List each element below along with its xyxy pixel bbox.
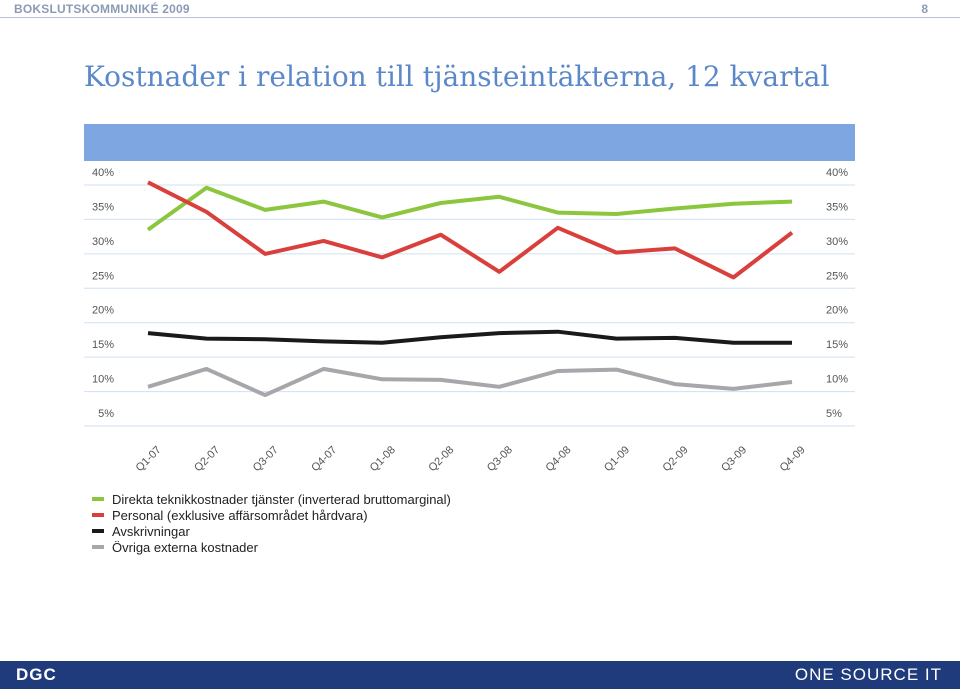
header-divider xyxy=(0,17,960,18)
one-source-it-logo: ONE SOURCE IT xyxy=(794,665,942,684)
y-tick-label-right: 30% xyxy=(826,236,848,248)
legend-swatch xyxy=(92,529,104,533)
x-tick-label: Q2-08 xyxy=(426,444,456,474)
y-tick-label-left: 20% xyxy=(92,305,114,317)
x-tick-label: Q1-09 xyxy=(602,444,632,474)
y-tick-label-left: 25% xyxy=(92,270,114,282)
legend-swatch xyxy=(92,497,104,501)
y-tick-label-right: 40% xyxy=(826,167,848,179)
legend-item: Övriga externa kostnader xyxy=(92,539,451,555)
x-tick-label: Q1-08 xyxy=(368,444,398,474)
chart-legend: Direkta teknikkostnader tjänster (invert… xyxy=(92,491,451,555)
legend-item: Avskrivningar xyxy=(92,523,451,539)
series-line-4 xyxy=(147,366,793,398)
x-tick-label: Q4-08 xyxy=(543,444,573,474)
document-title: BOKSLUTSKOMMUNIKÉ 2009 xyxy=(14,2,190,16)
y-tick-label-left: 5% xyxy=(98,408,114,420)
y-tick-label-right: 15% xyxy=(826,339,848,351)
x-tick-label: Q2-09 xyxy=(661,444,691,474)
legend-swatch xyxy=(92,513,104,517)
x-tick-label: Q4-09 xyxy=(778,444,808,474)
y-tick-label-left: 40% xyxy=(92,167,114,179)
chart-title: Kostnader i relation till tjänsteintäkte… xyxy=(84,60,830,93)
x-tick-label: Q3-09 xyxy=(719,444,749,474)
page-number: 8 xyxy=(921,2,928,16)
series-line-2 xyxy=(147,180,794,280)
legend-item: Direkta teknikkostnader tjänster (invert… xyxy=(92,491,451,507)
y-tick-label-right: 35% xyxy=(826,201,848,213)
x-tick-label: Q4-07 xyxy=(309,444,339,474)
y-tick-label-left: 35% xyxy=(92,201,114,213)
y-tick-label-left: 10% xyxy=(92,374,114,386)
legend-label: Direkta teknikkostnader tjänster (invert… xyxy=(112,491,451,507)
legend-swatch xyxy=(92,545,104,549)
y-tick-label-left: 15% xyxy=(92,339,114,351)
series-line-3 xyxy=(147,329,792,345)
y-tick-label-right: 25% xyxy=(826,270,848,282)
dgc-logo: DGC xyxy=(16,665,57,684)
legend-label: Övriga externa kostnader xyxy=(112,539,258,555)
series-line-1 xyxy=(146,185,793,232)
legend-label: Avskrivningar xyxy=(112,523,190,539)
y-tick-label-right: 5% xyxy=(826,408,842,420)
legend-item: Personal (exklusive affärsområdet hårdva… xyxy=(92,507,451,523)
title-band xyxy=(84,124,855,161)
legend-label: Personal (exklusive affärsområdet hårdva… xyxy=(112,507,368,523)
y-tick-label-left: 30% xyxy=(92,236,114,248)
x-tick-label: Q2-07 xyxy=(192,444,222,474)
x-tick-label: Q1-07 xyxy=(134,444,164,474)
y-tick-label-right: 20% xyxy=(826,305,848,317)
x-tick-label: Q3-08 xyxy=(485,444,515,474)
y-tick-label-right: 10% xyxy=(826,374,848,386)
footer-bar: DGC ONE SOURCE IT xyxy=(0,661,960,689)
x-tick-label: Q3-07 xyxy=(251,444,281,474)
